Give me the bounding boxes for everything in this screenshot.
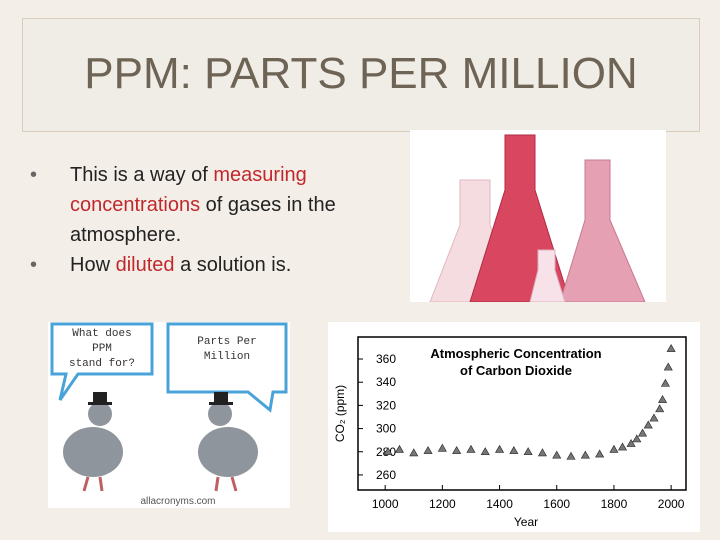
- bullet-text: How: [70, 254, 116, 276]
- bullet-text: of gases in the atmosphere.: [70, 194, 336, 246]
- bullet-list: • This is a way of measuring concentratio…: [30, 160, 375, 280]
- x-tick-label: 1600: [543, 497, 570, 511]
- data-point: [626, 439, 636, 447]
- pigeon-image: What does PPM stand for? Parts Per Million a…: [48, 322, 290, 508]
- bubble-text: Parts Per: [197, 336, 256, 348]
- chart-title: of Carbon Dioxide: [460, 363, 572, 378]
- data-point: [655, 404, 665, 413]
- y-tick-label: 300: [376, 422, 396, 436]
- data-point: [643, 420, 653, 429]
- data-point: [595, 449, 605, 458]
- data-point: [466, 444, 476, 453]
- data-point: [509, 445, 519, 454]
- data-point: [609, 444, 619, 453]
- x-tick-label: 1800: [601, 497, 628, 511]
- y-tick-label: 260: [376, 468, 396, 482]
- title-box: PPM: PARTS PER MILLION: [22, 18, 700, 132]
- title: PPM: PARTS PER MILLION: [84, 49, 638, 98]
- data-point: [638, 428, 648, 437]
- data-point: [580, 450, 590, 459]
- data-point: [537, 448, 547, 457]
- x-tick-label: 1400: [486, 497, 513, 511]
- flask-image: [410, 130, 666, 302]
- data-point: [649, 413, 659, 422]
- bullet-dot: •: [30, 254, 38, 276]
- co2-chart: Atmospheric Concentration of Carbon Dioxi…: [328, 322, 700, 532]
- bubble-text: PPM: [92, 343, 112, 355]
- data-point: [480, 447, 490, 456]
- x-tick-label: 2000: [658, 497, 685, 511]
- bubble-text: Million: [204, 351, 250, 363]
- data-point: [617, 442, 628, 451]
- data-point: [409, 448, 419, 457]
- emphasis: diluted: [115, 254, 175, 276]
- y-tick-label: 360: [376, 352, 396, 366]
- data-point: [658, 394, 668, 403]
- bullet: • This is a way of measuring concentratio…: [30, 160, 375, 250]
- plot-frame: [357, 336, 687, 491]
- bubble-text: stand for?: [69, 358, 135, 370]
- data-point: [660, 378, 670, 387]
- data-point: [495, 444, 505, 453]
- x-tick-label: 1000: [372, 497, 399, 511]
- data-point: [566, 451, 576, 460]
- emphasis: measuring concentrations: [70, 164, 307, 216]
- x-axis-label: Year: [514, 515, 538, 529]
- bullet: • How diluted a solution is.: [30, 250, 375, 280]
- y-tick-label: 340: [376, 375, 396, 389]
- data-point: [452, 445, 462, 454]
- y-tick-label: 320: [376, 398, 396, 412]
- bullet-text: This is a way of: [70, 164, 214, 186]
- data-point: [394, 444, 404, 453]
- y-axis-label: CO₂ (ppm): [333, 385, 347, 442]
- bullet-text: a solution is.: [174, 254, 292, 276]
- credit: allacronyms.com: [140, 496, 215, 507]
- data-point: [423, 445, 433, 454]
- bubble-text: What does: [72, 328, 131, 340]
- data-point: [523, 447, 533, 456]
- data-point: [666, 343, 676, 352]
- data-point: [552, 450, 562, 459]
- chart-title: Atmospheric Concentration: [430, 346, 601, 361]
- data-point: [437, 443, 447, 452]
- x-tick-label: 1200: [429, 497, 456, 511]
- data-point: [383, 447, 393, 456]
- data-point: [632, 434, 642, 443]
- bullet-dot: •: [30, 164, 38, 186]
- data-point: [663, 362, 673, 371]
